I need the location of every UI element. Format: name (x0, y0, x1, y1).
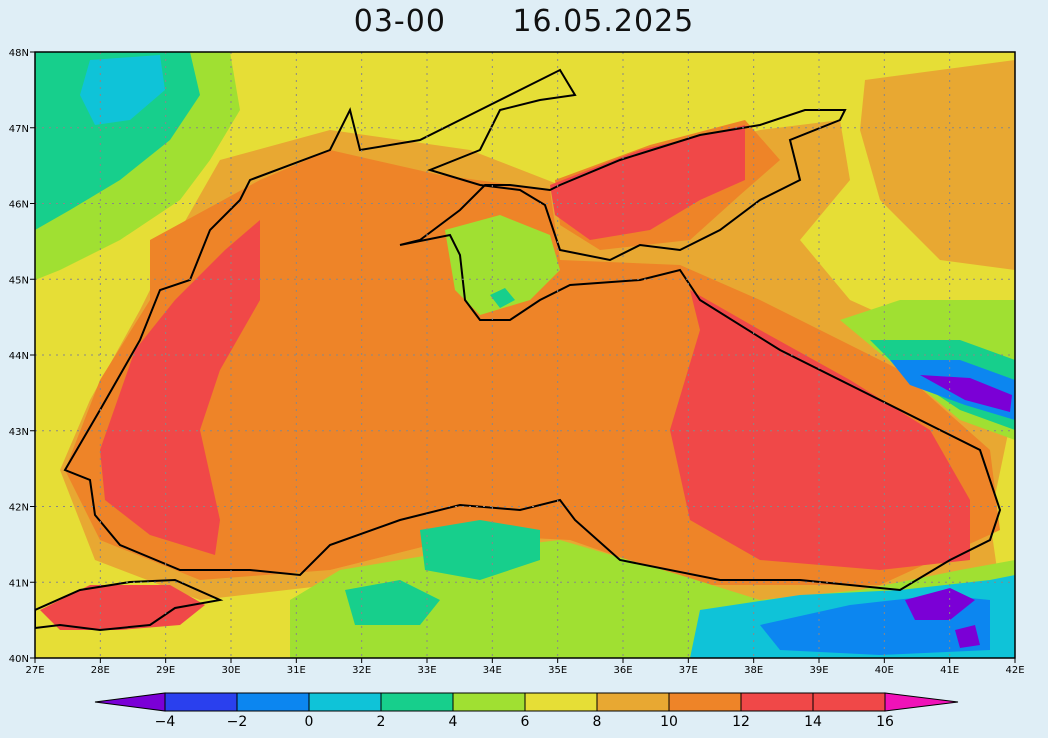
lon-label: 32E (352, 665, 371, 676)
ne-amber-zone (860, 60, 1015, 270)
lon-label: 28E (91, 665, 110, 676)
colorbar-label: 14 (804, 714, 822, 730)
south-teal-patch-2 (345, 580, 440, 625)
lat-label: 43N (9, 427, 29, 438)
longitude-ticks: 27E 28E 29E 30E 31E 32E 33E 34E 35E 36E 37E 38E 39E 4… (25, 658, 1025, 676)
lat-label: 41N (9, 578, 29, 589)
lon-label: 33E (417, 665, 436, 676)
marmara-warm-core (40, 585, 205, 630)
colorbar-label: 16 (876, 714, 894, 730)
map-date: 16.05.2025 (512, 4, 695, 39)
colorbar-label: 0 (305, 714, 314, 730)
lat-label: 46N (9, 200, 29, 211)
colorbar-segment (812, 692, 886, 712)
lon-label: 27E (25, 665, 44, 676)
west-warm-core (100, 220, 260, 555)
crimea-teal (490, 288, 515, 308)
colorbar-segment (452, 692, 526, 712)
se-violet-patch-2 (955, 625, 980, 648)
colorbar-segment (524, 692, 598, 712)
colorbar-segment (308, 692, 382, 712)
map-time: 03-00 (353, 4, 446, 39)
lat-label: 40N (9, 654, 29, 665)
lon-label: 29E (156, 665, 175, 676)
lat-label: 45N (9, 275, 29, 286)
map-grid (35, 52, 1015, 658)
colorbar-label: −4 (155, 714, 176, 730)
lat-label: 44N (9, 351, 29, 362)
lon-label: 40E (875, 665, 894, 676)
colorbar-label: 6 (521, 714, 530, 730)
lat-label: 48N (9, 48, 29, 59)
lon-label: 34E (483, 665, 502, 676)
lon-label: 39E (809, 665, 828, 676)
colorbar-label: 10 (660, 714, 678, 730)
se-violet-patch (905, 588, 975, 620)
map-field (35, 52, 1015, 658)
nw-teal-zone (35, 52, 200, 230)
lat-label: 42N (9, 503, 29, 514)
colorbar: −4 −2 0 2 4 6 8 10 12 14 16 (94, 692, 959, 730)
crimea-green (445, 215, 560, 315)
colorbar-segment (236, 692, 310, 712)
south-teal-patch-1 (420, 520, 540, 580)
colorbar-segment (740, 692, 814, 712)
colorbar-label: 8 (593, 714, 602, 730)
lon-label: 36E (613, 665, 632, 676)
lon-label: 31E (287, 665, 306, 676)
marmara-coastline (35, 578, 224, 632)
lon-label: 41E (940, 665, 959, 676)
map-title: 03-00 16.05.2025 (0, 4, 1048, 39)
lon-label: 42E (1005, 665, 1024, 676)
colorbar-label: 4 (449, 714, 458, 730)
latitude-ticks: 48N 47N 46N 45N 44N 43N 42N 41N 40N (9, 48, 35, 665)
colorbar-segment (380, 692, 454, 712)
colorbar-high-arrow (884, 692, 959, 712)
lon-label: 37E (679, 665, 698, 676)
azov-warm-core (550, 125, 745, 240)
colorbar-segment (164, 692, 238, 712)
colorbar-low-arrow (94, 692, 166, 712)
colorbar-segment (668, 692, 742, 712)
colorbar-label: 2 (377, 714, 386, 730)
lon-label: 38E (744, 665, 763, 676)
colorbar-segment (596, 692, 670, 712)
lat-label: 47N (9, 124, 29, 135)
lon-label: 30E (221, 665, 240, 676)
caucasus-violet (920, 375, 1012, 412)
nw-cyan-zone (80, 55, 165, 125)
colorbar-label: −2 (227, 714, 248, 730)
lon-label: 35E (548, 665, 567, 676)
colorbar-label: 12 (732, 714, 750, 730)
black-sea-coastline (63, 68, 1002, 592)
east-warm-core (670, 290, 970, 570)
